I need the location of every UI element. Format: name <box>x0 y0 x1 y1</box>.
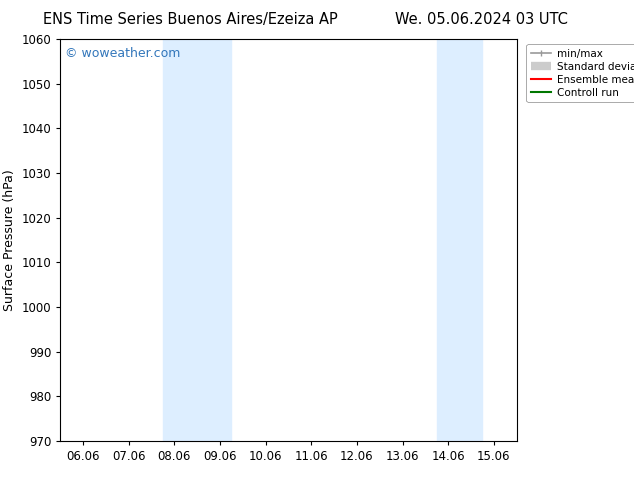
Text: We. 05.06.2024 03 UTC: We. 05.06.2024 03 UTC <box>396 12 568 27</box>
Text: ENS Time Series Buenos Aires/Ezeiza AP: ENS Time Series Buenos Aires/Ezeiza AP <box>43 12 337 27</box>
Bar <box>437 39 482 441</box>
Text: © woweather.com: © woweather.com <box>65 47 180 60</box>
Legend: min/max, Standard deviation, Ensemble mean run, Controll run: min/max, Standard deviation, Ensemble me… <box>526 45 634 102</box>
Y-axis label: Surface Pressure (hPa): Surface Pressure (hPa) <box>3 169 16 311</box>
Bar <box>163 39 231 441</box>
